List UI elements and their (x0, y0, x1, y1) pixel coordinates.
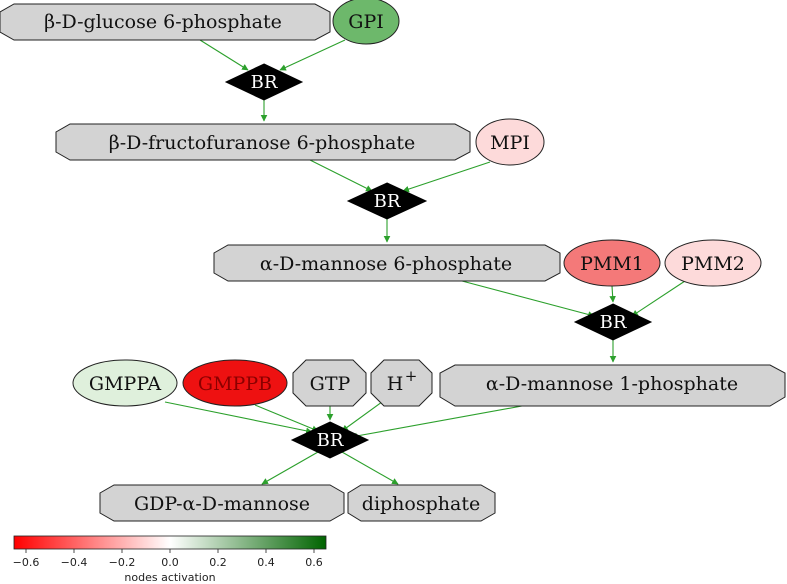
colorbar-title: nodes activation (124, 571, 215, 584)
node-beta-d-glucose-6-phosphate: β-D-glucose 6-phosphate (0, 3, 331, 41)
edge-gmppb-to-br4 (254, 404, 319, 432)
edge-br4-to-gdpman (261, 451, 319, 485)
node-label: MPI (490, 132, 530, 154)
node-label: GDP-α-D-mannose (134, 493, 310, 515)
node-gpi: GPI (332, 0, 400, 45)
node-gmppa: GMPPA (72, 359, 178, 407)
node-label: α-D-mannose 6-phosphate (260, 253, 512, 275)
reaction-br-4: BR (290, 421, 370, 459)
edge-pmm2-to-br3 (631, 280, 686, 317)
edge-gmppa-to-br4 (164, 401, 313, 435)
colorbar-ticks: −0.6 −0.4 −0.2 0.0 0.2 0.4 0.6 (13, 549, 323, 569)
node-label-superscript: + (405, 367, 418, 385)
reaction-br-2: BR (346, 182, 428, 220)
colorbar-tick-label: 0.6 (305, 556, 323, 569)
edges-layer (164, 39, 686, 485)
node-alpha-d-mannose-6-phosphate: α-D-mannose 6-phosphate (213, 244, 561, 282)
node-mpi: MPI (475, 118, 545, 166)
edge-hplus-to-br4 (341, 401, 383, 432)
edge-bdf6p-to-br2 (309, 159, 373, 192)
node-gmppb: GMPPB (182, 359, 288, 407)
colorbar-tick-label: 0.0 (161, 556, 179, 569)
reaction-label: BR (374, 191, 401, 212)
edge-adm6p-to-br3 (461, 280, 595, 318)
colorbar-tick-label: 0.4 (257, 556, 275, 569)
node-pmm1: PMM1 (563, 239, 661, 287)
edge-adm1p-to-br4 (350, 405, 523, 440)
reaction-label: BR (251, 72, 278, 93)
node-beta-d-fructofuranose-6-phosphate: β-D-fructofuranose 6-phosphate (55, 123, 471, 161)
node-label: GPI (348, 11, 383, 33)
reaction-br-3: BR (573, 303, 653, 341)
node-label: β-D-glucose 6-phosphate (44, 11, 282, 33)
node-label: diphosphate (362, 493, 480, 515)
node-h-plus: H + (370, 359, 433, 407)
node-alpha-d-mannose-1-phosphate: α-D-mannose 1-phosphate (439, 364, 786, 407)
node-gtp: GTP (292, 359, 367, 407)
node-pmm2: PMM2 (664, 239, 762, 287)
node-label: GMPPA (89, 373, 161, 395)
colorbar-tick-label: −0.6 (13, 556, 40, 569)
reaction-label: BR (317, 430, 344, 451)
colorbar-tick-label: −0.4 (61, 556, 88, 569)
edge-pmm1-to-br3 (609, 285, 616, 303)
node-label: α-D-mannose 1-phosphate (486, 373, 738, 395)
reaction-br-1: BR (224, 63, 304, 101)
node-label: H (387, 373, 404, 395)
node-label: GTP (310, 373, 351, 395)
node-label: PMM1 (580, 253, 644, 275)
colorbar-tick-label: −0.2 (109, 556, 136, 569)
edge-br4-to-diphos (341, 451, 399, 485)
node-gdp-alpha-d-mannose: GDP-α-D-mannose (99, 484, 345, 522)
node-label: PMM2 (681, 253, 745, 275)
edge-mpi-to-br2 (402, 161, 491, 193)
edge-gpi-to-br1 (279, 39, 346, 71)
node-label: β-D-fructofuranose 6-phosphate (109, 132, 416, 154)
edge-bdg6p-to-br1 (199, 39, 249, 71)
colorbar: −0.6 −0.4 −0.2 0.0 0.2 0.4 0.6 nodes activatio… (13, 535, 327, 584)
node-label: GMPPB (198, 373, 272, 395)
colorbar-tick-label: 0.2 (209, 556, 227, 569)
node-diphosphate: diphosphate (347, 484, 496, 522)
colorbar-gradient (13, 535, 327, 550)
reaction-label: BR (600, 312, 627, 333)
